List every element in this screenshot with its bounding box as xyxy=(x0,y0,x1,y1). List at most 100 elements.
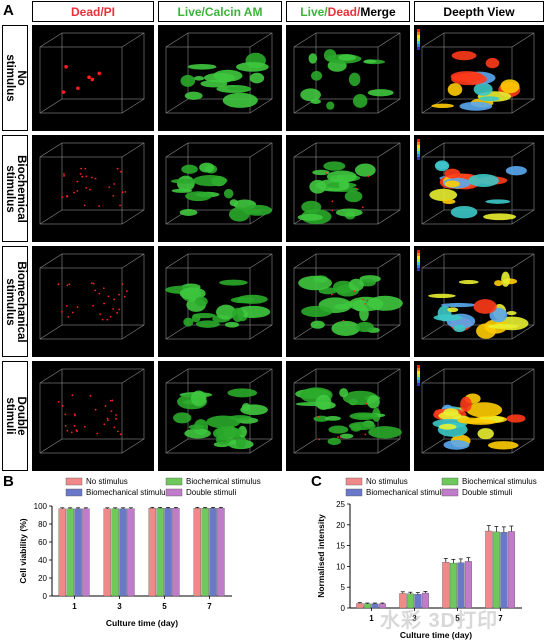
dead-cell-dot xyxy=(115,417,117,420)
microscopy-image xyxy=(32,135,154,242)
x-axis-label: Culture time (day) xyxy=(400,630,472,640)
cell-cluster xyxy=(367,395,380,409)
legend-swatch xyxy=(345,488,363,497)
dead-cell-dot xyxy=(99,313,102,316)
dead-cell-dot xyxy=(325,172,327,174)
dead-cell-dot xyxy=(91,176,93,179)
dead-cell-dot xyxy=(76,180,79,183)
dead-cell-dot xyxy=(92,304,94,307)
y-tick-label: 10 xyxy=(336,562,345,571)
cell-cluster xyxy=(180,74,196,87)
dead-cell-dot xyxy=(61,405,64,407)
x-tick-label: 7 xyxy=(207,602,212,611)
dead-cell-dot xyxy=(115,414,118,416)
cell-cluster xyxy=(300,88,321,102)
cell-cluster xyxy=(450,205,478,219)
x-axis-label: Culture time (day) xyxy=(106,618,178,628)
cell-cluster xyxy=(335,208,363,217)
watermark-text: 水彩 3D打印 xyxy=(380,610,499,632)
cell-cluster xyxy=(236,62,269,72)
cell-cluster xyxy=(367,89,394,97)
dead-cell-dot xyxy=(116,430,119,433)
cell-cluster xyxy=(443,440,470,450)
dead-cell-dot xyxy=(98,205,101,207)
legend-label: Double stimuli xyxy=(186,488,236,497)
dead-cell-dot xyxy=(113,426,116,429)
bar xyxy=(82,508,90,597)
cell-cluster xyxy=(453,324,466,333)
dead-cell-dot xyxy=(66,194,69,197)
dead-cell-dot xyxy=(65,305,68,307)
bar xyxy=(217,508,225,597)
bar xyxy=(209,508,217,597)
bar xyxy=(127,508,135,597)
dead-cell-dot xyxy=(365,402,368,405)
dead-cell-dot xyxy=(73,413,76,416)
cell-cluster xyxy=(338,54,357,61)
bounding-box xyxy=(39,32,145,114)
cell-cluster xyxy=(188,424,205,430)
cell-cluster xyxy=(310,320,325,329)
bar xyxy=(485,530,493,609)
dead-cell-dot xyxy=(121,283,124,286)
legend-swatch xyxy=(65,488,83,497)
dead-cell-dot xyxy=(85,175,88,178)
legend-label: No stimulus xyxy=(86,477,128,486)
dead-cell-dot xyxy=(71,394,74,397)
dead-cell-dot xyxy=(76,430,78,433)
cell-cluster xyxy=(459,101,493,111)
column-header-depth-view: Deepth View xyxy=(414,1,544,22)
dead-cell-dot xyxy=(76,86,80,91)
cell-cluster xyxy=(338,179,350,191)
bounding-box xyxy=(165,32,273,114)
cell-cluster xyxy=(315,394,332,410)
x-tick-label: 3 xyxy=(412,614,417,623)
panel-c-letter: C xyxy=(311,473,322,490)
cell-cluster xyxy=(310,99,322,104)
bar xyxy=(193,508,201,597)
y-tick-label: 25 xyxy=(336,500,345,509)
dead-cell-dot xyxy=(111,399,114,402)
dead-cell-dot xyxy=(89,188,91,191)
dead-cell-dot xyxy=(76,306,79,308)
cell-cluster xyxy=(483,213,517,221)
cell-cluster xyxy=(485,57,500,69)
dead-cell-dot xyxy=(96,432,99,435)
legend-label: Biomechanical stimulus xyxy=(366,488,450,497)
cell-cluster xyxy=(181,164,198,174)
column-header-part: Deepth View xyxy=(443,4,515,19)
depth-colorbar xyxy=(417,365,420,386)
cell-cluster xyxy=(428,293,456,299)
dead-cell-dot xyxy=(84,167,87,170)
cell-cluster xyxy=(460,396,472,412)
y-tick-label: 5 xyxy=(341,583,346,592)
legend-swatch xyxy=(441,488,459,497)
cell-cluster xyxy=(183,317,194,327)
bar xyxy=(449,562,457,609)
cell-cluster xyxy=(173,412,192,424)
cell-cluster xyxy=(216,304,237,320)
dead-cell-dot xyxy=(89,394,92,397)
dead-cell-dot xyxy=(367,175,370,178)
dead-cell-dot xyxy=(123,295,126,298)
y-axis-label: Cell viability (%) xyxy=(18,518,28,583)
cell-cluster xyxy=(328,425,349,434)
y-tick-label: 20 xyxy=(336,521,345,530)
cell-cluster xyxy=(352,93,368,108)
cell-cluster xyxy=(489,307,508,323)
cell-cluster xyxy=(185,191,212,202)
cell-cluster xyxy=(477,428,494,440)
microscopy-image xyxy=(414,135,544,242)
cell-cluster xyxy=(468,173,500,187)
dead-cell-dot xyxy=(94,177,97,180)
cell-cluster xyxy=(442,199,456,205)
bar xyxy=(164,508,172,597)
dead-cell-dot xyxy=(355,187,357,190)
dead-cell-dot xyxy=(116,311,119,314)
dead-cell-dot xyxy=(113,183,116,185)
cell-cluster xyxy=(444,168,461,179)
cell-cluster xyxy=(227,86,251,91)
bar xyxy=(58,508,66,597)
dead-cell-dot xyxy=(80,167,83,170)
x-tick-label: 5 xyxy=(455,614,460,623)
